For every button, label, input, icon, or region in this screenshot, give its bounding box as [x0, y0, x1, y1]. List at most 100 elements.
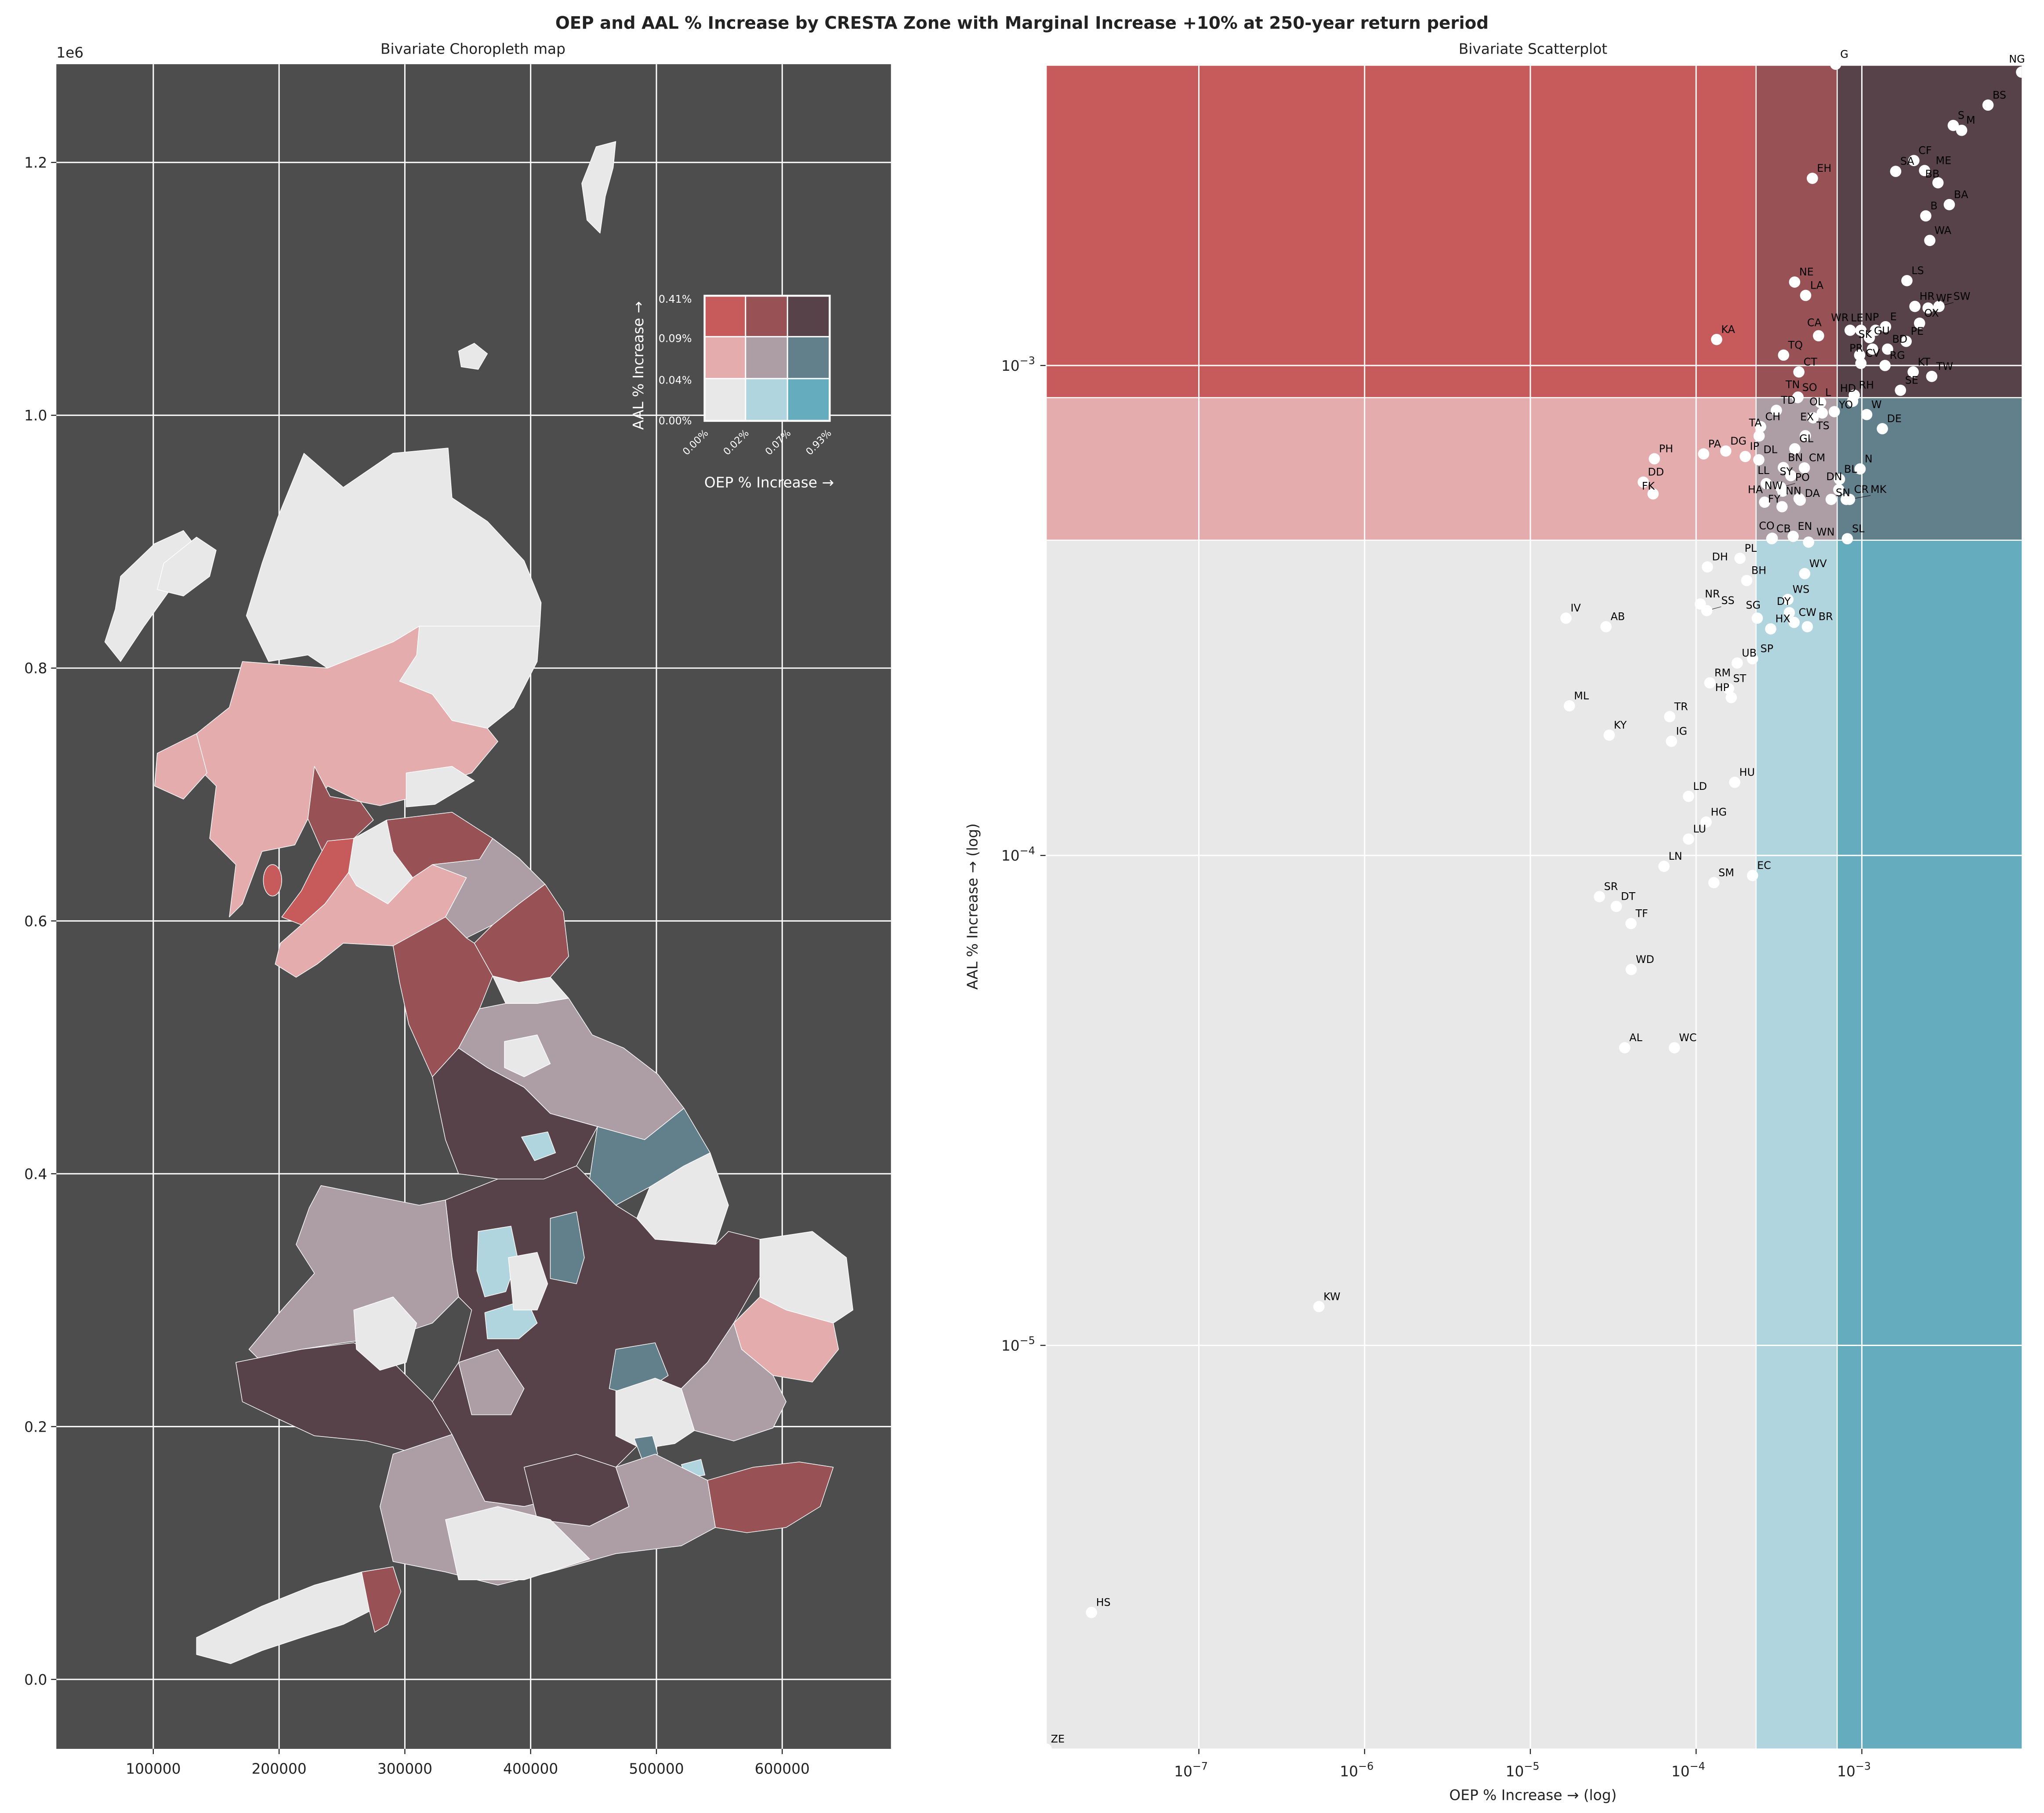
scatter-point-label: BL	[1844, 463, 1857, 475]
scatter-point-dl	[1753, 454, 1765, 466]
scatter-point-label: B	[1930, 200, 1937, 212]
region-pa-islands[interactable]	[154, 733, 207, 800]
scatter-point-me	[1919, 165, 1930, 176]
scatter-point-label: BB	[1925, 168, 1940, 180]
scatter-point-bh	[1741, 575, 1753, 586]
region-ph-highlands[interactable]	[189, 626, 498, 918]
scatter-point-label: DN	[1826, 470, 1842, 483]
scatter-point-cf	[1908, 155, 1920, 166]
region-hx[interactable]	[521, 1131, 556, 1161]
region-ky[interactable]	[406, 766, 475, 807]
region-ws[interactable]	[508, 1252, 548, 1310]
region-de[interactable]	[550, 1211, 585, 1285]
map-y-tick-label: 0.4	[24, 1166, 47, 1183]
tick-exponent: −5	[1020, 1335, 1035, 1347]
scatter-point-pl	[1734, 553, 1746, 564]
scatter-point-label: LS	[1911, 264, 1924, 277]
scatter-point-w	[1861, 409, 1873, 420]
scatter-point-l	[1815, 397, 1827, 409]
scatter-point-label: PH	[1659, 442, 1673, 455]
region-hg[interactable]	[504, 1035, 551, 1077]
region-g[interactable]	[308, 766, 374, 852]
tick-exponent: −6	[1358, 1760, 1374, 1773]
scatter-point-al	[1619, 1042, 1631, 1053]
figure-title: OEP and AAL % Increase by CRESTA Zone wi…	[555, 14, 1489, 33]
map-x-tick-label: 200000	[252, 1761, 307, 1777]
region-ex[interactable]	[361, 1566, 402, 1633]
scatter-point-label: DA	[1805, 487, 1820, 499]
scatter-point-bn	[1777, 462, 1789, 474]
region-ct-me[interactable]	[707, 1462, 834, 1533]
scatter-point-label: CM	[1809, 452, 1825, 464]
scatter-point-ch	[1755, 421, 1766, 433]
scatter-point-label: TR	[1674, 700, 1688, 713]
region-cw[interactable]	[476, 1226, 518, 1297]
scatter-point-ln	[1658, 861, 1670, 872]
scatter-point-label: DL	[1763, 444, 1777, 456]
scatter-point-label: LA	[1810, 279, 1824, 292]
scatter-point-sm	[1708, 877, 1720, 888]
scatter-point-ol	[1816, 407, 1828, 419]
scatter-y-tick-label: 10−3	[1001, 355, 1035, 374]
scatter-class-regions	[1045, 65, 2022, 1749]
region-bh-dt[interactable]	[445, 1506, 590, 1581]
map-y-offset-label: 1e6	[56, 44, 83, 61]
region-ze[interactable]	[581, 141, 616, 234]
scatter-point-label: CA	[1807, 316, 1822, 329]
tick-base: 10	[1837, 1763, 1856, 1780]
scatter-point-label: AL	[1629, 1031, 1642, 1044]
region-london-north[interactable]	[615, 1378, 695, 1449]
scatter-point-label: SS	[1721, 594, 1734, 607]
region-hr[interactable]	[458, 1349, 525, 1415]
scatter-point-ig	[1666, 735, 1677, 747]
region-kw-orkney[interactable]	[458, 343, 488, 370]
scatter-point-label: S	[1958, 109, 1964, 122]
region-ka-arran[interactable]	[263, 864, 282, 897]
scatter-point-label: ST	[1733, 673, 1747, 685]
scatter-point-ts	[1799, 430, 1811, 441]
scatter-point-se	[1895, 384, 1906, 396]
scatter-point-label: DE	[1887, 413, 1902, 425]
map-regions	[104, 141, 854, 1664]
legend-cell-low-aal-mid-oep	[746, 379, 787, 420]
legend-y-label: AAL % Increase →	[630, 301, 647, 430]
tick-exponent: −7	[1192, 1760, 1208, 1773]
scatter-point-label: YO	[1838, 399, 1853, 411]
legend-x-label: OEP % Increase →	[704, 474, 834, 491]
scatter-point-tf	[1625, 918, 1637, 930]
tick-base: 10	[1506, 1763, 1524, 1780]
scatter-point-le	[1855, 324, 1867, 336]
scatter-point-mk	[1844, 493, 1856, 505]
scatter-point-e	[1880, 321, 1892, 333]
scatter-x-label: OEP % Increase → (log)	[1449, 1787, 1616, 1803]
scatter-point-sg	[1751, 612, 1763, 624]
region-ub[interactable]	[634, 1435, 658, 1460]
scatter-point-label: BS	[1993, 89, 2006, 101]
scatter-point-fy	[1776, 501, 1788, 513]
scatter-point-hg	[1700, 816, 1712, 828]
map-title: Bivariate Choropleth map	[381, 40, 565, 57]
map-x-tick-label: 500000	[629, 1761, 684, 1777]
scatter-point-label: NE	[1799, 266, 1814, 278]
map-y-tick-label: 0.8	[24, 660, 47, 677]
scatter-point-label: TF	[1635, 907, 1648, 919]
scatter-point-sp	[1747, 653, 1758, 665]
scatter-point-g	[1830, 64, 1841, 70]
scatter-point-label: E	[1890, 311, 1897, 323]
scatter-point-label: L	[1825, 387, 1831, 399]
scatter-point-label: SN	[1836, 486, 1850, 499]
scatter-point-label: SL	[1852, 522, 1865, 535]
scatter-point-dg	[1720, 445, 1732, 457]
region-ld[interactable]	[353, 1296, 417, 1371]
scatter-point-label: SP	[1761, 643, 1774, 655]
class-region-aal0-oep1	[1755, 539, 1838, 1749]
region-manchester-leeds[interactable]	[432, 1047, 598, 1180]
legend-y-tick: 0.04%	[659, 374, 692, 387]
region-cm-co[interactable]	[681, 1323, 786, 1441]
scatter-point-label: TS	[1816, 420, 1830, 432]
region-skye[interactable]	[157, 536, 217, 597]
scatter-point-lu	[1683, 833, 1694, 845]
scatter-point-wf	[1922, 302, 1934, 314]
